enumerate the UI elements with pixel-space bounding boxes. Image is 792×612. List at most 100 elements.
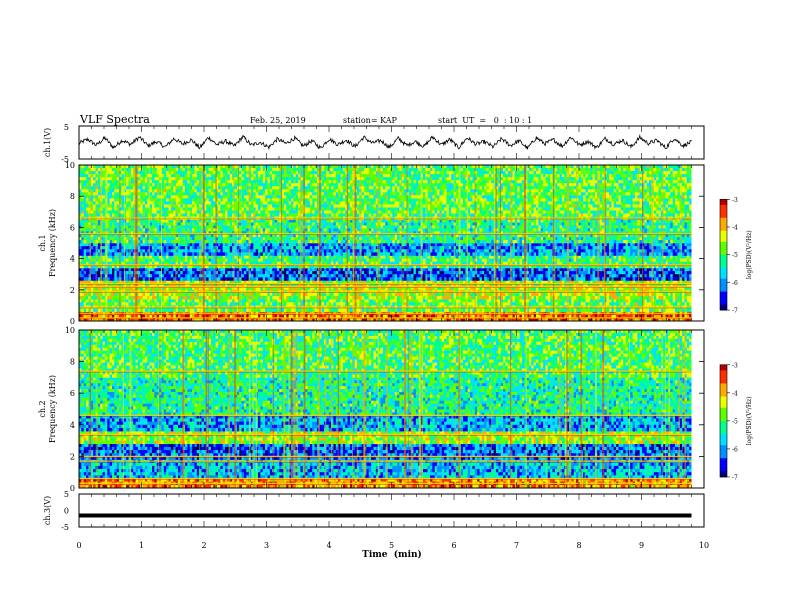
ch1-spec-cell <box>422 274 426 278</box>
ch1-spec-cell <box>656 267 659 272</box>
ch1-spec-cell <box>114 258 117 263</box>
ch1-spec-cell <box>627 308 631 312</box>
ch1-spec-cell <box>503 292 506 297</box>
ch1-spec-cell <box>503 277 506 281</box>
ch1-spec-cell <box>288 258 292 263</box>
ch1-spec-cell <box>677 277 681 281</box>
ch1-spec-cell <box>606 255 610 259</box>
ch1-spec-cell <box>670 274 673 278</box>
ch1-spec-cell <box>528 292 532 297</box>
ch1-spec-cell <box>168 255 172 259</box>
ch1-spec-cell <box>601 271 605 275</box>
ch1-spec-cell <box>307 255 311 259</box>
ch1-spec-cell <box>503 286 506 291</box>
ch1-spec-cell <box>215 274 219 278</box>
ch1-spec-cell <box>578 296 582 300</box>
ch1-spec-cell <box>630 267 633 272</box>
ch1-spec-cell <box>491 280 494 284</box>
ch1-spec-cell <box>291 302 294 306</box>
ch1-spec-cell <box>465 283 469 287</box>
ch1-spec-cell <box>495 308 499 312</box>
ch1-spec-cell <box>321 277 325 281</box>
ch1-spec-cell <box>439 283 443 287</box>
ch1-spec-cell <box>564 283 567 287</box>
ch1-spec-cell <box>342 292 346 297</box>
ch1-spec-cell <box>196 283 200 287</box>
ch1-spec-cell <box>361 314 365 319</box>
ch1-spec-cell <box>241 286 245 291</box>
ch1-spec-cell <box>253 274 256 278</box>
ch1-spec-cell <box>387 255 391 259</box>
ch1-spec-cell <box>453 283 457 287</box>
ch1-spec-cell <box>161 308 165 312</box>
ch1-spec-cell <box>111 317 115 322</box>
ch1-spec-cell <box>538 314 542 319</box>
ch1-spec-cell <box>338 299 341 303</box>
ch1-spec-cell <box>689 255 692 259</box>
ch1-spec-cell <box>453 302 457 306</box>
ch1-spec-cell <box>220 277 224 281</box>
ch1-spec-cell <box>538 258 542 263</box>
ch1-spec-cell <box>175 274 179 278</box>
ch1-spec-cell <box>342 280 346 284</box>
ch1-spec-cell <box>227 286 231 291</box>
ch1-spec-cell <box>279 274 282 278</box>
ch1-spec-cell <box>620 299 624 303</box>
ch1-spec-cell <box>347 277 351 281</box>
ch1-spec-cell <box>140 299 143 303</box>
ch1-spec-cell <box>667 274 671 278</box>
ch1-spec-cell <box>109 286 113 291</box>
ch1-spec-cell <box>630 296 633 300</box>
ch1-spec-cell <box>137 255 141 259</box>
ch1-spec-cell <box>413 274 417 278</box>
ch1-spec-cell <box>399 299 403 303</box>
ch1-spec-cell <box>272 283 275 287</box>
ch1-spec-cell <box>413 280 417 284</box>
ch1-spec-cell <box>517 283 520 287</box>
ch1-spec-cell <box>437 308 440 312</box>
ch1-spec-cell <box>550 292 553 297</box>
ch1-spec-cell <box>434 274 438 278</box>
ch1-spec-cell <box>152 302 155 306</box>
ch1-spec-cell <box>142 283 146 287</box>
ch1-spec-cell <box>326 283 330 287</box>
ch1-spec-cell <box>550 271 553 275</box>
ch1-spec-cell <box>116 299 120 303</box>
ch1-spec-cell <box>373 299 377 303</box>
ch1-spec-cell <box>649 317 652 322</box>
ch1-spec-cell <box>288 299 292 303</box>
ch1-spec-cell <box>324 274 327 278</box>
ch1-spec-cell <box>295 308 299 312</box>
ch1-spec-cell <box>364 258 367 263</box>
ch1-spec-cell <box>613 308 617 312</box>
ch1-spec-cell <box>413 267 417 272</box>
ch1-spec-cell <box>543 308 546 312</box>
ch1-spec-cell <box>342 283 346 287</box>
ch1-spec-cell <box>507 274 511 278</box>
ch1-spec-cell <box>356 317 360 322</box>
ch1-spec-cell <box>503 283 506 287</box>
ch1-spec-cell <box>206 283 209 287</box>
ch1-spec-cell <box>543 314 546 319</box>
ch1-spec-cell <box>373 274 377 278</box>
ch1-spec-cell <box>465 255 469 259</box>
ch1-spec-cell <box>213 258 216 263</box>
ch1-spec-cell <box>215 302 219 306</box>
ch1-spec-cell <box>142 317 146 322</box>
ch1-spec-cell <box>361 292 365 297</box>
ch1-spec-cell <box>620 277 624 281</box>
ch1-spec-cell <box>392 314 395 319</box>
ch1-spec-cell <box>215 317 219 322</box>
ch1-spec-cell <box>366 308 370 312</box>
ch1-spec-cell <box>625 280 629 284</box>
ch1-spec-cell <box>149 280 153 284</box>
ch1-spec-cell <box>547 274 551 278</box>
ch1-spec-cell <box>250 274 254 278</box>
ch1-spec-cell <box>111 314 115 319</box>
ch1-spec-cell <box>460 296 464 300</box>
ch1-spec-cell <box>328 314 332 319</box>
ch1-spec-cell <box>507 302 511 306</box>
ch1-spec-cell <box>684 271 688 275</box>
ch1-spec-cell <box>81 271 85 275</box>
ch1-spec-cell <box>531 314 534 319</box>
